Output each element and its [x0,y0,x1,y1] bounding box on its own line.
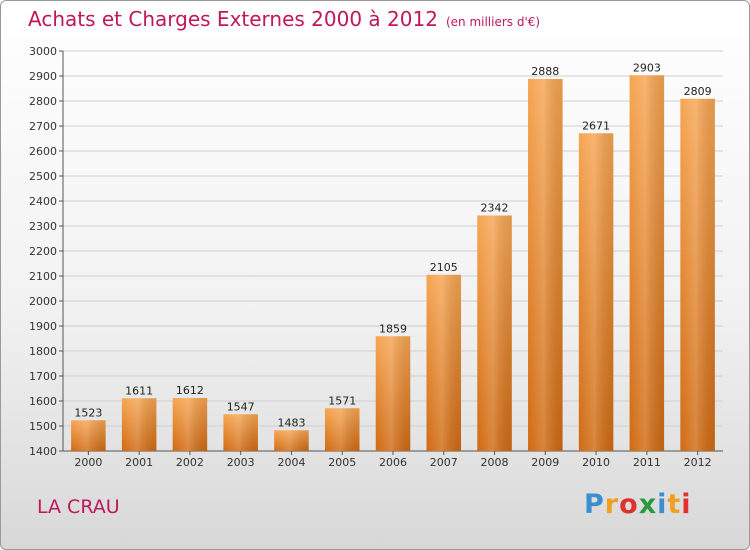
bar-value-label: 2342 [481,202,509,215]
bar-shine [121,398,157,451]
bar-value-label: 2105 [430,261,458,274]
x-tick-label: 2003 [227,456,255,469]
y-tick-label: 2900 [29,70,57,83]
y-tick-label: 2600 [29,145,57,158]
logo-letter: P [584,489,605,520]
y-tick-label: 2700 [29,120,57,133]
bar-shine [578,133,614,451]
logo-letter: x [638,489,658,520]
x-tick-label: 2006 [379,456,407,469]
bar-value-label: 2809 [684,85,712,98]
y-tick-label: 3000 [29,45,57,58]
bar-shine [528,79,563,451]
bar-shine [71,420,106,451]
bar-value-label: 2888 [531,65,559,78]
bar-shine [477,215,512,451]
y-tick-label: 2500 [29,170,57,183]
x-tick-label: 2002 [176,456,204,469]
bar-value-label: 1611 [125,384,153,397]
y-tick-label: 2200 [29,245,57,258]
bar-value-label: 2903 [633,61,661,74]
x-tick-label: 2008 [481,456,509,469]
y-tick-label: 1600 [29,395,57,408]
bar-shine [172,398,208,451]
bar-shine [375,336,411,451]
x-tick-label: 2011 [633,456,661,469]
proxiti-logo: Proxiti [584,489,692,520]
chart-title: Achats et Charges Externes 2000 à 2012 (e… [28,7,540,31]
y-tick-label: 2100 [29,270,57,283]
y-tick-label: 2400 [29,195,57,208]
bars [71,75,715,451]
x-tick-label: 2000 [74,456,102,469]
bar-shine [274,430,309,451]
x-tick-label: 2001 [125,456,153,469]
x-tick-label: 2010 [582,456,610,469]
y-tick-label: 1500 [29,420,57,433]
bar-value-label: 2671 [582,119,610,132]
x-tick-label: 2004 [277,456,305,469]
commune-name: LA CRAU [37,496,120,518]
value-labels: 1523 1611 1612 1547 1483 1571 1859 2105 2342 2888… [74,61,711,429]
bar-value-label: 1483 [277,416,305,429]
y-tick-label: 1400 [29,445,57,458]
y-tick-label: 2300 [29,220,57,233]
bar-shine [223,414,258,451]
y-tick-label: 2000 [29,295,57,308]
bar-value-label: 1571 [328,394,356,407]
logo-letter: r [604,489,620,520]
bar-value-label: 1547 [227,400,255,413]
y-tick-label: 1800 [29,345,57,358]
bar-shine [426,274,462,451]
bar-value-label: 1859 [379,322,407,335]
x-tick-label: 2007 [430,456,458,469]
logo-letter: t [667,489,682,520]
logo-letter: o [619,489,639,520]
x-tick-label: 2009 [531,456,559,469]
chart-title-text: Achats et Charges Externes 2000 à 2012 [28,7,438,31]
bar-value-label: 1612 [176,384,204,397]
y-tick-label: 1700 [29,370,57,383]
logo-letter: i [657,489,668,520]
y-tick-label: 2800 [29,95,57,108]
bar-shine [680,98,715,451]
chart-subtitle: (en milliers d'€) [445,15,541,29]
y-tick-label: 1900 [29,320,57,333]
bar-value-label: 1523 [74,406,102,419]
x-tick-label: 2005 [328,456,356,469]
bar-shine [324,408,360,451]
x-tick-label: 2012 [684,456,712,469]
logo-letter: i [681,489,692,520]
bar-shine [629,75,665,451]
